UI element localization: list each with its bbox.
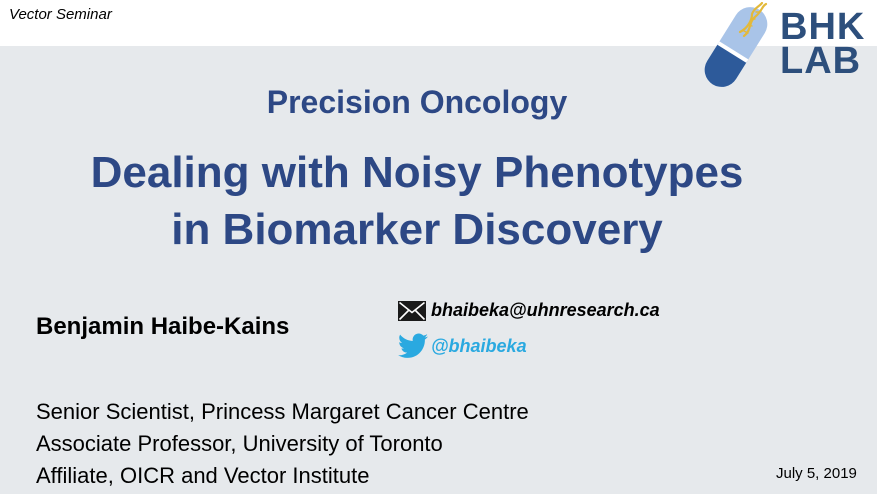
twitter-handle[interactable]: @bhaibeka bbox=[431, 335, 527, 356]
email-address[interactable]: bhaibeka@uhnresearch.ca bbox=[431, 300, 660, 320]
affiliation-line: Affiliate, OICR and Vector Institute bbox=[36, 463, 370, 488]
bhk-lab-logo: BHK LAB bbox=[700, 2, 872, 92]
seminar-label: Vector Seminar bbox=[9, 6, 112, 23]
slide-subtitle: Precision Oncology bbox=[266, 84, 568, 120]
logo-line-1: BHK bbox=[780, 6, 866, 48]
twitter-bird-icon bbox=[398, 333, 428, 358]
affiliation-line: Associate Professor, University of Toron… bbox=[36, 431, 443, 456]
author-name: Benjamin Haibe-Kains bbox=[36, 313, 290, 340]
twitter-contact: @bhaibeka bbox=[398, 333, 527, 359]
presentation-date: July 5, 2019 bbox=[776, 465, 857, 482]
title-line-2: in Biomarker Discovery bbox=[171, 205, 663, 254]
title-line-1: Dealing with Noisy Phenotypes bbox=[90, 148, 744, 197]
capsule-dna-logo-icon bbox=[704, 2, 768, 87]
affiliation-line: Senior Scientist, Princess Margaret Canc… bbox=[36, 399, 529, 424]
logo-text: BHK LAB bbox=[780, 6, 866, 82]
affiliations: Senior Scientist, Princess Margaret Canc… bbox=[36, 396, 529, 492]
slide-title: Dealing with Noisy Phenotypes in Biomark… bbox=[0, 144, 834, 258]
logo-line-2: LAB bbox=[780, 40, 862, 82]
envelope-icon bbox=[398, 300, 426, 321]
email-contact: bhaibeka@uhnresearch.ca bbox=[398, 300, 660, 321]
